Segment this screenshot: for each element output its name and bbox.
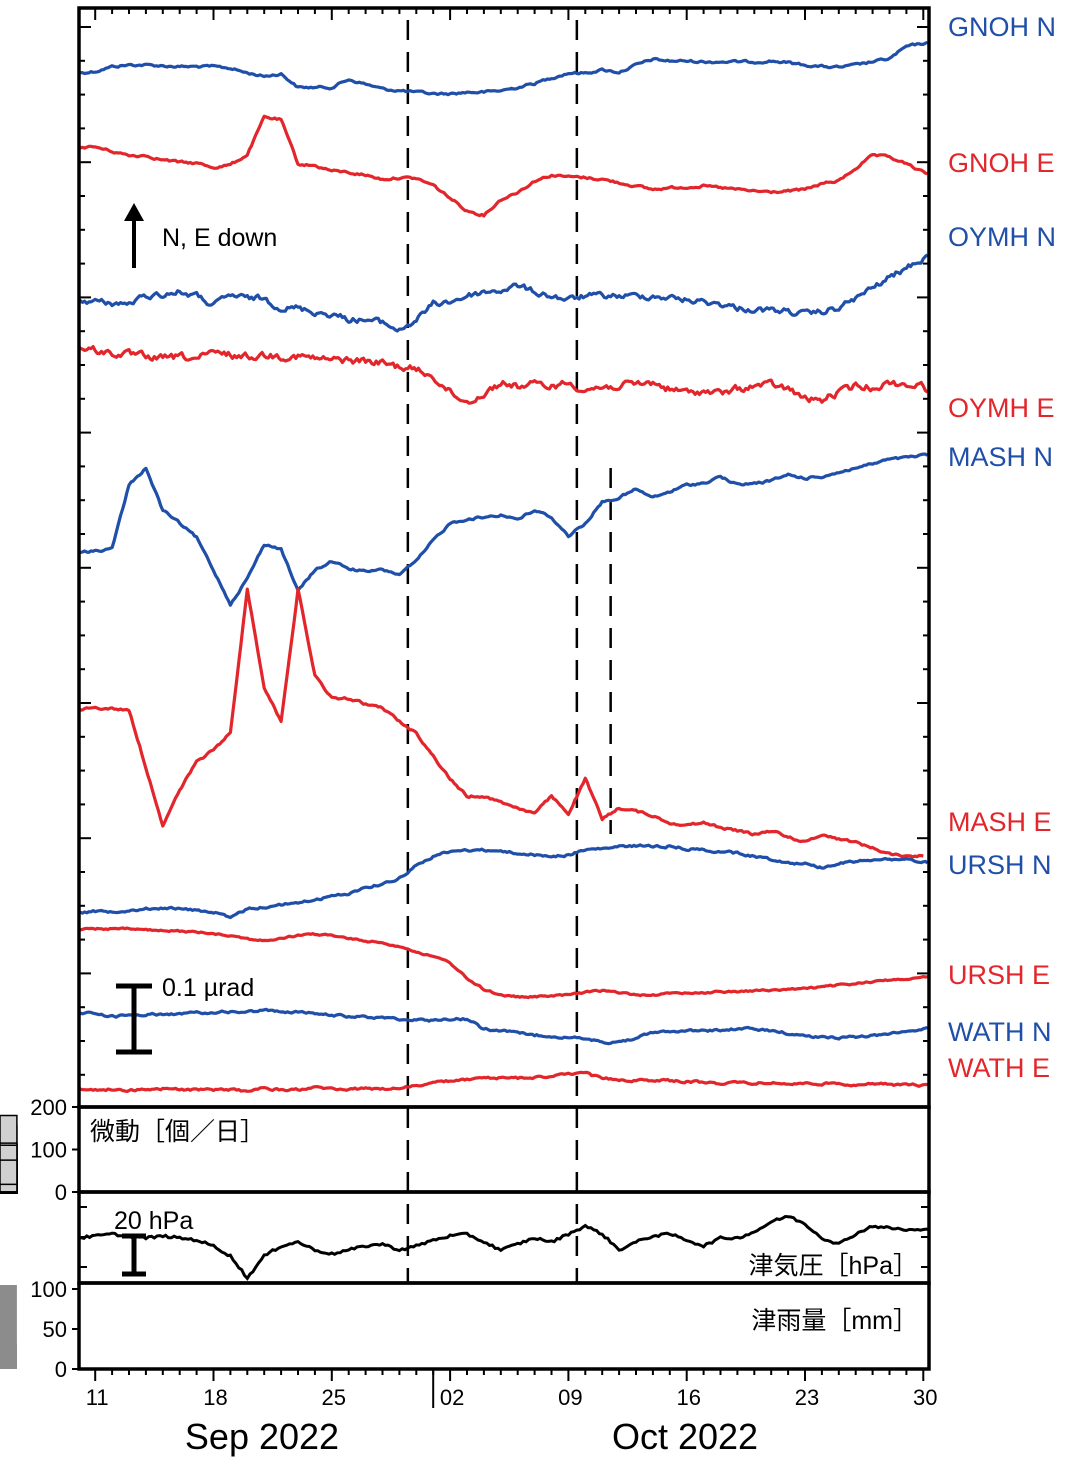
series-label-ursh-n: URSH N	[948, 850, 1052, 880]
series-label-gnoh-e: GNOH E	[948, 148, 1055, 178]
series-label-mash-n: MASH N	[948, 442, 1053, 472]
series-label-oymh-n: OYMH N	[948, 222, 1056, 252]
tilt-scale-label: 0.1 µrad	[162, 974, 254, 1002]
series-label-gnoh-n: GNOH N	[948, 12, 1056, 42]
tilt-traces	[77, 40, 929, 1094]
tremor-panel-label: 微動［個／日］	[90, 1118, 265, 1146]
series-label-wath-n: WATH N	[948, 1017, 1051, 1047]
pressure-panel-label: 津気圧［hPa］	[749, 1252, 918, 1280]
tremor-ytick-200: 200	[30, 1095, 67, 1120]
x-tick-label-30: 30	[913, 1385, 937, 1410]
pressure-trace	[77, 1214, 929, 1281]
series-label-ursh-e: URSH E	[948, 960, 1050, 990]
rain-panel-label: 津雨量［mm］	[751, 1307, 918, 1335]
rain-ytick-0: 0	[55, 1357, 67, 1382]
trace-mash-e	[77, 587, 924, 859]
arrow-label: N, E down	[162, 224, 277, 252]
trace-wath-n	[77, 1007, 928, 1046]
x-tick-label-02: 02	[440, 1385, 464, 1410]
x-tick-label-25: 25	[322, 1385, 346, 1410]
month-label-oct: Oct 2022	[612, 1416, 758, 1457]
trace-gnoh-e	[78, 114, 928, 218]
pressure-panel	[77, 1214, 929, 1281]
trace-ursh-n	[77, 843, 929, 920]
tremor-panel: 0 100 200	[0, 1095, 79, 1205]
rain-bar-10-17	[0, 1367, 17, 1369]
x-tick-label-16: 16	[676, 1385, 700, 1410]
series-label-oymh-e: OYMH E	[948, 393, 1055, 423]
x-axis: 11 18 25 02 09 16 23 30	[86, 8, 938, 1410]
trace-oymh-n	[77, 253, 929, 333]
rain-ytick-50: 50	[43, 1317, 67, 1342]
trace-mash-n	[78, 452, 929, 607]
series-label-mash-e: MASH E	[948, 807, 1052, 837]
x-tick-label-11: 11	[86, 1385, 109, 1410]
x-tick-label-23: 23	[795, 1385, 819, 1410]
panel-frame-3	[77, 1281, 931, 1371]
month-label-sep: Sep 2022	[185, 1416, 339, 1457]
panel-frames	[77, 6, 931, 1371]
trace-oymh-e	[77, 344, 929, 405]
tremor-bar-10-30	[0, 1191, 18, 1194]
tremor-ytick-100: 100	[30, 1138, 67, 1163]
series-labels: GNOH N GNOH E OYMH N OYMH E MASH N MASH E URSH…	[948, 12, 1056, 1083]
tremor-bar-10-27	[0, 1183, 18, 1193]
pressure-scale-label: 20 hPa	[114, 1207, 193, 1235]
series-label-wath-e: WATH E	[948, 1053, 1050, 1083]
pressure-scale-bar: 20 hPa	[114, 1207, 193, 1277]
trace-ursh-e	[78, 926, 928, 1000]
trace-gnoh-n	[77, 40, 929, 97]
dashed-event-lines	[406, 20, 612, 1283]
direction-arrow: N, E down	[124, 203, 277, 268]
trace-wath-e	[78, 1070, 928, 1094]
tremor-ytick-0: 0	[55, 1180, 67, 1205]
tilt-scale-bar: 0.1 µrad	[116, 974, 254, 1055]
rain-panel: 0 50 100	[0, 1277, 79, 1382]
rain-ytick-100: 100	[30, 1277, 67, 1302]
arrow-up-icon	[124, 203, 144, 221]
rain-bar-10-10	[0, 1364, 17, 1369]
x-tick-label-18: 18	[203, 1385, 227, 1410]
x-tick-label-09: 09	[558, 1385, 582, 1410]
